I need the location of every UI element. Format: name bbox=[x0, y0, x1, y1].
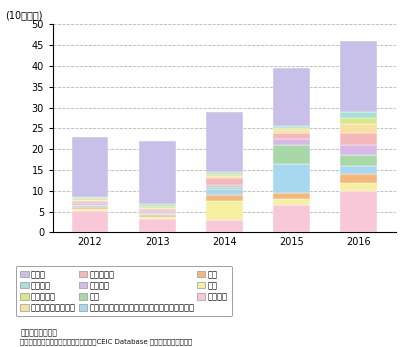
Bar bbox=[340, 166, 377, 174]
Bar bbox=[139, 211, 176, 213]
Bar bbox=[340, 41, 377, 112]
Bar bbox=[206, 189, 243, 195]
Bar bbox=[273, 164, 310, 193]
Bar bbox=[71, 197, 109, 198]
Bar bbox=[206, 195, 243, 201]
Bar bbox=[139, 209, 176, 211]
Bar bbox=[273, 126, 310, 128]
Bar bbox=[340, 174, 377, 183]
Bar bbox=[273, 68, 310, 126]
Bar bbox=[71, 198, 109, 200]
Bar bbox=[71, 200, 109, 201]
Bar bbox=[340, 145, 377, 155]
Bar bbox=[139, 214, 176, 215]
Bar bbox=[273, 145, 310, 164]
Bar bbox=[139, 218, 176, 219]
Bar bbox=[340, 112, 377, 118]
Bar bbox=[273, 193, 310, 199]
Bar bbox=[340, 118, 377, 124]
Bar bbox=[273, 128, 310, 130]
Bar bbox=[71, 205, 109, 207]
Bar bbox=[71, 209, 109, 211]
Bar bbox=[206, 185, 243, 187]
Bar bbox=[273, 205, 310, 232]
Bar bbox=[340, 191, 377, 232]
Bar bbox=[206, 112, 243, 172]
Bar bbox=[340, 124, 377, 133]
Bar bbox=[273, 130, 310, 133]
Bar bbox=[273, 199, 310, 205]
Bar bbox=[340, 155, 377, 166]
Bar bbox=[139, 208, 176, 209]
Bar bbox=[71, 211, 109, 232]
Bar bbox=[139, 206, 176, 208]
Text: （年）: （年） bbox=[0, 346, 1, 347]
Bar bbox=[71, 137, 109, 197]
Bar bbox=[206, 176, 243, 178]
Bar bbox=[340, 133, 377, 145]
Bar bbox=[206, 187, 243, 189]
Bar bbox=[71, 203, 109, 205]
Text: (10億ドル): (10億ドル) bbox=[5, 10, 42, 20]
Bar bbox=[139, 141, 176, 204]
Bar bbox=[206, 178, 243, 185]
Legend: その他, 冶金産業, 情報・放送, セメント・石膏製品, 自動車産業, 電気機器, 建設, コンピュータ（ソフトウェア・ハードウェア）, 賿易, 通信, サービ: その他, 冶金産業, 情報・放送, セメント・石膏製品, 自動車産業, 電気機器… bbox=[16, 266, 232, 316]
Bar bbox=[71, 207, 109, 209]
Bar bbox=[273, 139, 310, 145]
Bar bbox=[139, 219, 176, 232]
Text: 備考：西暦ベース: 備考：西暦ベース bbox=[20, 328, 58, 337]
Bar bbox=[139, 204, 176, 206]
Bar bbox=[206, 220, 243, 232]
Bar bbox=[206, 174, 243, 176]
Bar bbox=[139, 213, 176, 214]
Bar bbox=[273, 133, 310, 139]
Bar bbox=[206, 172, 243, 174]
Bar bbox=[71, 201, 109, 203]
Text: 資料：インド商工業省産業政策推進局、CEIC Database から経済産業省作成。: 資料：インド商工業省産業政策推進局、CEIC Database から経済産業省作… bbox=[20, 338, 193, 345]
Bar bbox=[340, 183, 377, 191]
Bar bbox=[206, 201, 243, 220]
Bar bbox=[139, 215, 176, 218]
